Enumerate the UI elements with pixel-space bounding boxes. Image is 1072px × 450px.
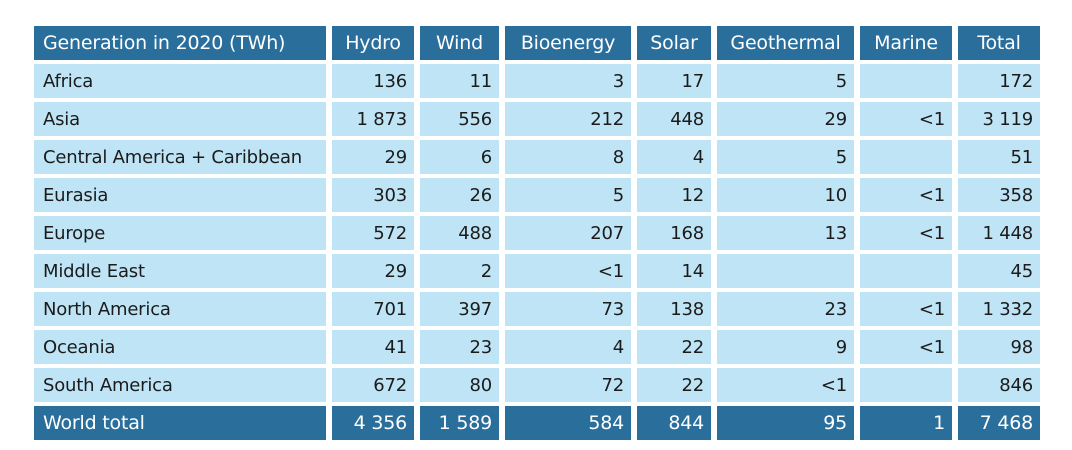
row-africa-hydro-cell: 136 — [332, 64, 414, 98]
row-eurasia-wind-cell: 26 — [420, 178, 499, 212]
world-total-marine-cell: 1 — [860, 406, 952, 440]
row-eurasia-label-cell: Eurasia — [34, 178, 326, 212]
row-middle-east-marine-cell — [860, 254, 952, 288]
row-asia-marine-cell: <1 — [860, 102, 952, 136]
renewable-generation-table: Generation in 2020 (TWh) Hydro Wind Bioener… — [34, 26, 1040, 440]
row-europe-wind-cell: 488 — [420, 216, 499, 250]
row-africa-label-cell: Africa — [34, 64, 326, 98]
row-north-america-wind-cell: 397 — [420, 292, 499, 326]
row-central-america-caribbean-marine-cell — [860, 140, 952, 174]
row-south-america-marine-cell — [860, 368, 952, 402]
row-africa-marine-cell — [860, 64, 952, 98]
world-total-label-cell: World total — [34, 406, 326, 440]
row-asia-label-cell: Asia — [34, 102, 326, 136]
row-north-america-total-cell: 1 332 — [958, 292, 1040, 326]
row-eurasia-geothermal-cell: 10 — [717, 178, 854, 212]
row-south-america-total-cell: 846 — [958, 368, 1040, 402]
header-bioenergy-cell: Bioenergy — [505, 26, 631, 60]
row-oceania-marine-cell: <1 — [860, 330, 952, 364]
row-eurasia-hydro-cell: 303 — [332, 178, 414, 212]
row-north-america-geothermal-cell: 23 — [717, 292, 854, 326]
world-total-solar-cell: 844 — [637, 406, 711, 440]
row-europe-label-cell: Europe — [34, 216, 326, 250]
row-south-america-hydro-cell: 672 — [332, 368, 414, 402]
row-north-america-bioenergy-cell: 73 — [505, 292, 631, 326]
row-africa-solar-cell: 17 — [637, 64, 711, 98]
header-solar-cell: Solar — [637, 26, 711, 60]
row-oceania-bioenergy-cell: 4 — [505, 330, 631, 364]
row-central-america-caribbean-bioenergy-cell: 8 — [505, 140, 631, 174]
row-asia-bioenergy-cell: 212 — [505, 102, 631, 136]
header-label-cell: Generation in 2020 (TWh) — [34, 26, 326, 60]
row-oceania-hydro-cell: 41 — [332, 330, 414, 364]
row-eurasia-bioenergy-cell: 5 — [505, 178, 631, 212]
row-south-america-wind-cell: 80 — [420, 368, 499, 402]
row-eurasia-solar-cell: 12 — [637, 178, 711, 212]
row-middle-east-total-cell: 45 — [958, 254, 1040, 288]
row-middle-east-hydro-cell: 29 — [332, 254, 414, 288]
row-central-america-caribbean-label-cell: Central America + Caribbean — [34, 140, 326, 174]
row-central-america-caribbean-geothermal-cell: 5 — [717, 140, 854, 174]
header-geothermal-cell: Geothermal — [717, 26, 854, 60]
row-middle-east-label-cell: Middle East — [34, 254, 326, 288]
row-south-america-label-cell: South America — [34, 368, 326, 402]
row-middle-east-wind-cell: 2 — [420, 254, 499, 288]
row-oceania-geothermal-cell: 9 — [717, 330, 854, 364]
row-central-america-caribbean-wind-cell: 6 — [420, 140, 499, 174]
row-eurasia-marine-cell: <1 — [860, 178, 952, 212]
row-north-america-hydro-cell: 701 — [332, 292, 414, 326]
world-total-wind-cell: 1 589 — [420, 406, 499, 440]
row-middle-east-geothermal-cell — [717, 254, 854, 288]
row-north-america-solar-cell: 138 — [637, 292, 711, 326]
row-central-america-caribbean-total-cell: 51 — [958, 140, 1040, 174]
row-south-america-geothermal-cell: <1 — [717, 368, 854, 402]
row-middle-east-solar-cell: 14 — [637, 254, 711, 288]
world-total-bioenergy-cell: 584 — [505, 406, 631, 440]
row-europe-marine-cell: <1 — [860, 216, 952, 250]
row-oceania-total-cell: 98 — [958, 330, 1040, 364]
row-africa-total-cell: 172 — [958, 64, 1040, 98]
row-middle-east-bioenergy-cell: <1 — [505, 254, 631, 288]
row-europe-hydro-cell: 572 — [332, 216, 414, 250]
world-total-geothermal-cell: 95 — [717, 406, 854, 440]
row-asia-geothermal-cell: 29 — [717, 102, 854, 136]
row-oceania-wind-cell: 23 — [420, 330, 499, 364]
row-africa-geothermal-cell: 5 — [717, 64, 854, 98]
header-total-cell: Total — [958, 26, 1040, 60]
header-hydro-cell: Hydro — [332, 26, 414, 60]
row-europe-bioenergy-cell: 207 — [505, 216, 631, 250]
row-central-america-caribbean-solar-cell: 4 — [637, 140, 711, 174]
row-south-america-bioenergy-cell: 72 — [505, 368, 631, 402]
row-africa-wind-cell: 11 — [420, 64, 499, 98]
row-south-america-solar-cell: 22 — [637, 368, 711, 402]
row-oceania-solar-cell: 22 — [637, 330, 711, 364]
row-europe-total-cell: 1 448 — [958, 216, 1040, 250]
row-asia-total-cell: 3 119 — [958, 102, 1040, 136]
header-marine-cell: Marine — [860, 26, 952, 60]
row-asia-solar-cell: 448 — [637, 102, 711, 136]
row-eurasia-total-cell: 358 — [958, 178, 1040, 212]
row-central-america-caribbean-hydro-cell: 29 — [332, 140, 414, 174]
row-europe-solar-cell: 168 — [637, 216, 711, 250]
world-total-hydro-cell: 4 356 — [332, 406, 414, 440]
row-north-america-marine-cell: <1 — [860, 292, 952, 326]
row-asia-hydro-cell: 1 873 — [332, 102, 414, 136]
row-north-america-label-cell: North America — [34, 292, 326, 326]
row-asia-wind-cell: 556 — [420, 102, 499, 136]
world-total-total-cell: 7 468 — [958, 406, 1040, 440]
row-europe-geothermal-cell: 13 — [717, 216, 854, 250]
row-oceania-label-cell: Oceania — [34, 330, 326, 364]
row-africa-bioenergy-cell: 3 — [505, 64, 631, 98]
header-wind-cell: Wind — [420, 26, 499, 60]
